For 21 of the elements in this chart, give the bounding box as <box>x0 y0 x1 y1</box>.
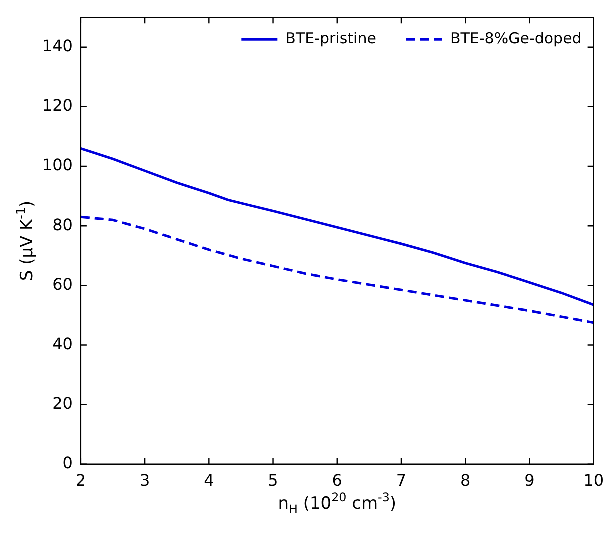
line-series <box>80 216 594 324</box>
legend-label: BTE-8%Ge-doped <box>450 29 582 48</box>
x-tick-label: 3 <box>140 471 150 490</box>
y-tick-label: 20 <box>52 394 73 413</box>
x-tick-label: 5 <box>268 471 278 490</box>
y-tick-label: 60 <box>52 274 73 294</box>
y-tick-label: 80 <box>52 215 73 234</box>
y-tick-label: 140 <box>42 36 73 56</box>
x-tick-label: 6 <box>332 471 342 490</box>
y-axis-title: S (μV K-1) <box>14 200 38 282</box>
x-tick-label: 8 <box>460 471 471 490</box>
x-tick-label: 7 <box>396 471 407 490</box>
y-tick-label: 0 <box>62 454 73 473</box>
legend-label: BTE-pristine <box>286 29 376 48</box>
x-tick-label: 2 <box>76 471 86 490</box>
y-tick-label: 100 <box>42 156 73 175</box>
x-tick-label: 10 <box>584 471 604 490</box>
x-tick-label: 4 <box>204 471 214 490</box>
x-tick-label: 9 <box>524 471 535 490</box>
y-tick-label: 40 <box>52 334 73 354</box>
y-tick-label: 120 <box>42 96 73 116</box>
